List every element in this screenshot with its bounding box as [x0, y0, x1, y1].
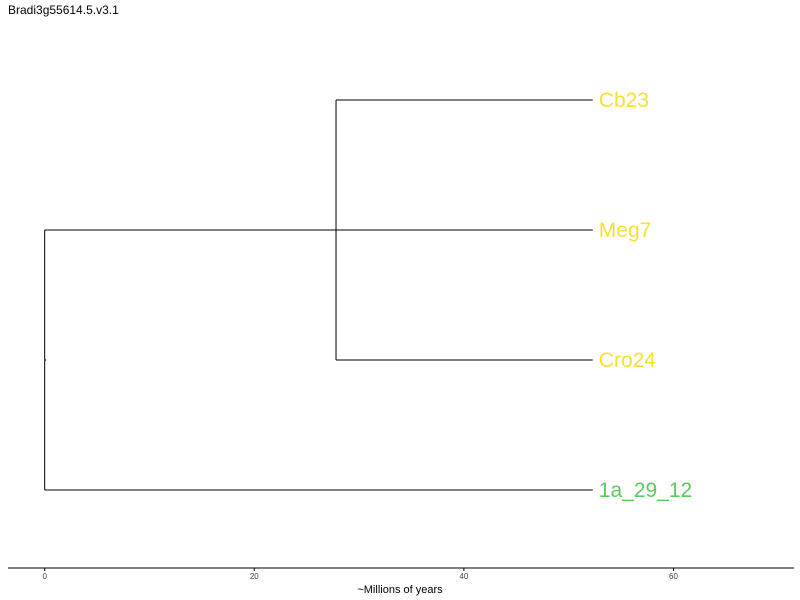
tree-branches [44, 99, 593, 491]
leaf-label-cb23: Cb23 [599, 89, 649, 112]
axis-tick-label: 20 [250, 572, 259, 581]
tree-title: Bradi3g55614.5.v3.1 [8, 3, 119, 17]
leaf-labels: Cb23 Meg7 Cro24 1a_29_12 [599, 89, 692, 502]
leaf-label-1a_29_12: 1a_29_12 [599, 479, 692, 502]
axis-label: ~Millions of years [357, 584, 443, 596]
axis-tick-label: 0 [42, 572, 47, 581]
leaf-label-meg7: Meg7 [599, 219, 652, 242]
axis-ticks: 0 20 40 60 [42, 568, 678, 581]
axis-tick-label: 60 [669, 572, 678, 581]
leaf-label-cro24: Cro24 [599, 349, 657, 372]
axis-tick-label: 40 [459, 572, 468, 581]
time-axis: 0 20 40 60 ~Millions of years [8, 567, 794, 596]
